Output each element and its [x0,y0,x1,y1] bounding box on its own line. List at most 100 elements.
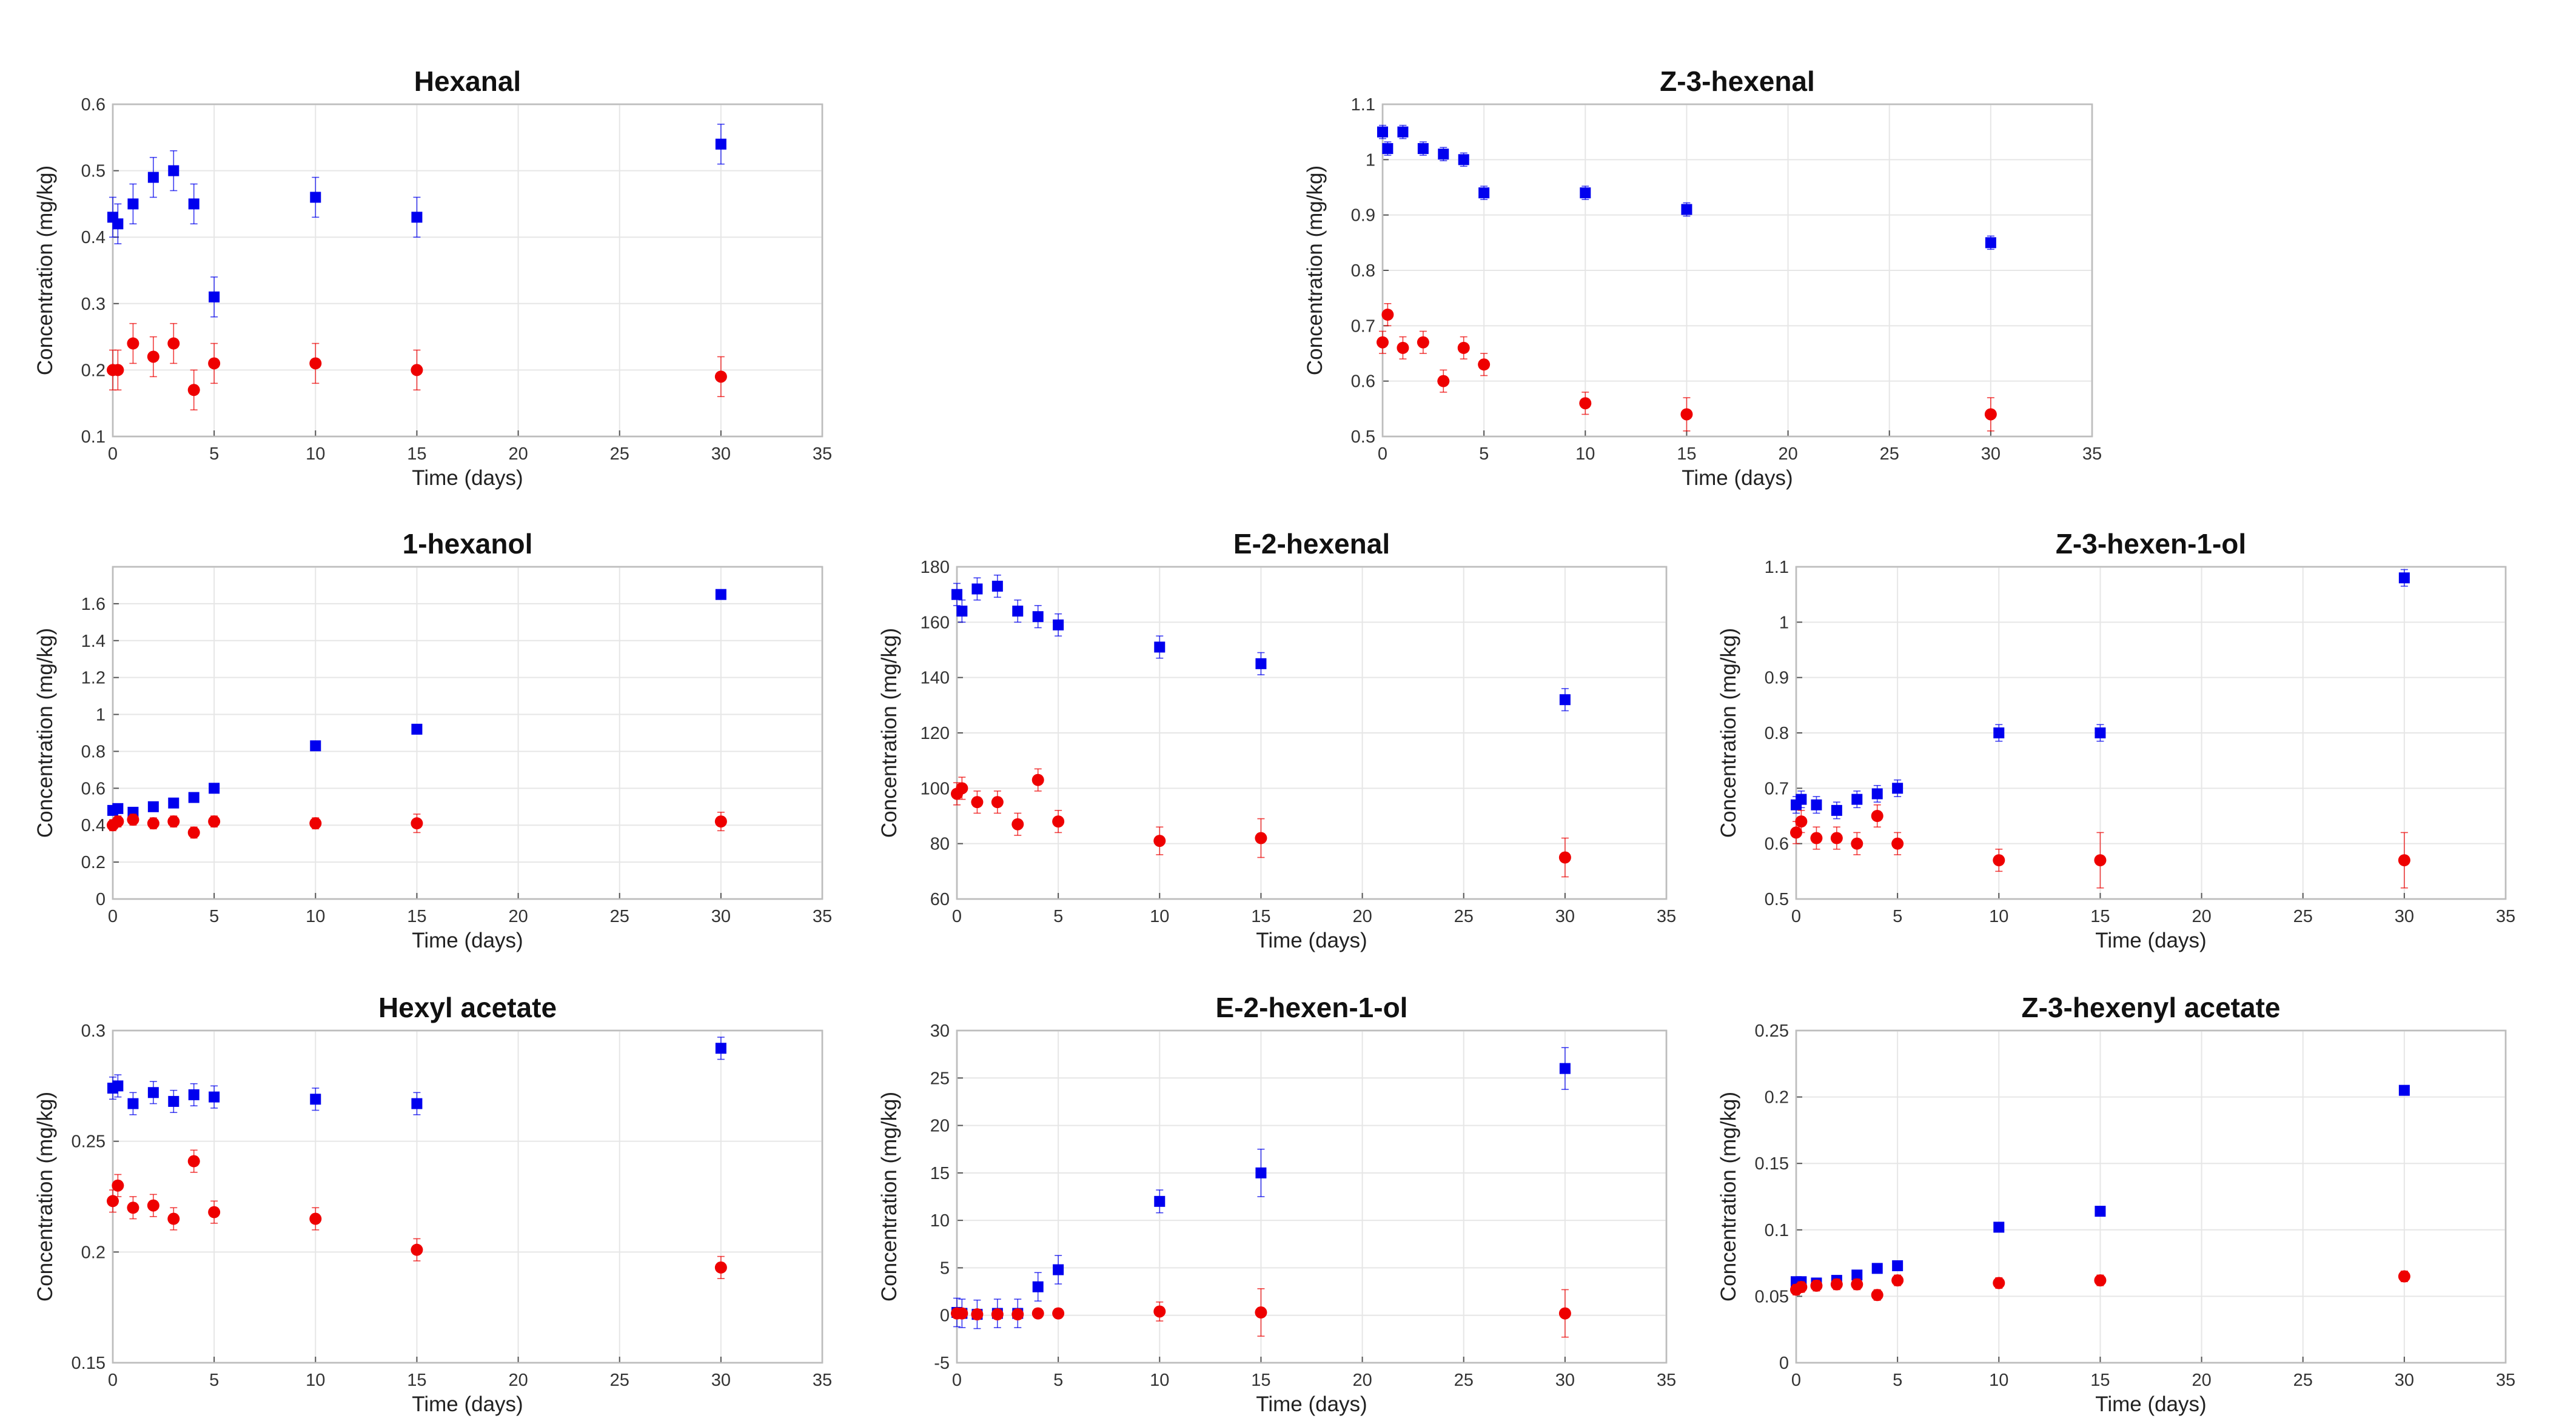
data-point-circle [147,1199,159,1212]
y-tick-label: 0.1 [81,427,106,447]
y-tick-label: 0.4 [81,816,106,835]
data-point-circle [1558,1307,1571,1320]
y-tick-label: 0.4 [81,228,106,247]
data-point-square [411,723,423,735]
x-tick-label: 20 [1778,444,1797,464]
y-tick-label: 0.5 [1351,427,1375,447]
data-point-circle [112,364,124,376]
y-tick-label: 0 [1779,1354,1789,1373]
plot-frame [1795,566,2507,900]
data-point-circle [208,1206,221,1218]
y-tick-label: 160 [921,613,950,632]
y-tick-label: 1.6 [81,595,106,614]
data-point-circle [187,384,200,396]
data-point-circle [1153,1305,1166,1318]
x-tick-label: 35 [1657,1371,1676,1390]
x-tick-label: 5 [209,444,219,464]
data-point-circle [1830,1278,1843,1291]
data-point-circle [1851,837,1863,850]
x-tick-label: 15 [407,907,426,926]
x-tick-label: 5 [1893,907,1902,926]
x-tick-label: 15 [407,1371,426,1390]
data-point-square [310,740,321,752]
data-point-circle [1377,336,1389,349]
data-point-circle [1052,815,1065,828]
y-axis-label: Concentration (mg/kg) [33,1092,57,1302]
data-point-circle [309,817,322,830]
data-point-circle [309,1212,322,1225]
x-axis-label: Time (days) [2095,929,2206,952]
chart-panel: 0 5 10 15 20 25 30 35 0.1 0.2 0.3 0.4 0.5 0.6 Hexanal T… [33,65,832,490]
chart-title: E-2-hexenal [1233,528,1390,560]
chart-panel: 0 5 10 15 20 25 30 35 0.5 0.6 0.7 0.8 0.9 1 1.1 Z-3-hex… [1303,65,2102,490]
data-point-square [2095,1206,2106,1217]
data-point-circle [1457,341,1470,354]
chart-panel: 0 5 10 15 20 25 30 35 0.5 0.6 0.7 0.8 0.9 1 1.1 Z-3-hex… [1717,528,2515,952]
data-point-square [715,1043,726,1054]
x-tick-label: 0 [108,907,118,926]
x-tick-label: 20 [508,1371,528,1390]
data-point-circle [1795,815,1808,828]
plot-frame [956,566,1668,900]
data-point-circle [187,826,200,839]
x-tick-label: 25 [610,907,629,926]
data-point-circle [971,1308,984,1321]
chart-panel: 0 5 10 15 20 25 30 35 60 80 100 120 140 160 180 E-2-hex… [877,528,1676,952]
y-tick-label: 0.5 [81,162,106,181]
x-tick-label: 5 [1053,907,1063,926]
x-tick-label: 35 [1657,907,1676,926]
y-axis-label: Concentration (mg/kg) [1717,1092,1740,1302]
data-point-circle [1437,375,1450,387]
data-point-circle [208,815,221,828]
y-tick-label: 180 [921,558,950,577]
x-tick-label: 20 [508,907,528,926]
plot-frame [1381,103,2093,438]
y-tick-label: 0.6 [1765,835,1789,854]
y-tick-label: 0.8 [1765,724,1789,743]
y-tick-label: 1.2 [81,669,106,688]
data-point-square [1681,204,1692,215]
x-tick-label: 15 [1251,1371,1270,1390]
data-point-circle [112,815,124,828]
y-tick-label: 60 [930,890,950,909]
data-point-circle [127,337,139,350]
y-tick-label: 1.1 [1765,558,1789,577]
y-tick-label: 10 [930,1211,950,1231]
x-tick-label: 25 [1454,907,1474,926]
x-tick-label: 30 [711,1371,731,1390]
y-tick-label: 0.1 [1765,1221,1789,1240]
data-point-square [715,138,726,150]
y-tick-label: 0.9 [1765,669,1789,688]
x-tick-label: 35 [2496,907,2515,926]
data-point-circle [714,370,727,383]
y-tick-label: 0 [96,890,106,909]
data-point-circle [1790,826,1802,839]
x-tick-label: 5 [1053,1371,1063,1390]
data-point-square [1985,237,1996,249]
data-point-square [1559,694,1571,706]
data-point-circle [1810,1279,1823,1292]
x-axis-label: Time (days) [1682,466,1793,490]
y-tick-label: 0.6 [1351,372,1375,392]
data-point-square [1892,1260,1903,1271]
data-point-circle [1381,309,1394,321]
x-tick-label: 5 [209,907,219,926]
data-point-circle [147,350,159,363]
data-point-circle [1255,1306,1267,1319]
y-axis-label: Concentration (mg/kg) [877,628,901,838]
data-point-circle [714,815,727,828]
data-point-square [168,165,179,176]
data-point-circle [1579,397,1592,410]
x-tick-label: 10 [306,444,325,464]
data-point-square [1397,126,1409,138]
plot-area [1795,1029,2507,1364]
y-tick-label: 0.3 [81,295,106,314]
data-point-circle [411,817,423,830]
y-tick-label: 0.7 [1765,779,1789,798]
chart-panel: 0 5 10 15 20 25 30 35-5051015202530E-2-hexen-1-… [877,992,1676,1416]
x-tick-label: 15 [2090,1371,2110,1390]
x-tick-label: 15 [2090,907,2110,926]
x-tick-label: 15 [407,444,426,464]
data-point-circle [2398,1270,2410,1283]
x-axis-label: Time (days) [412,929,523,952]
